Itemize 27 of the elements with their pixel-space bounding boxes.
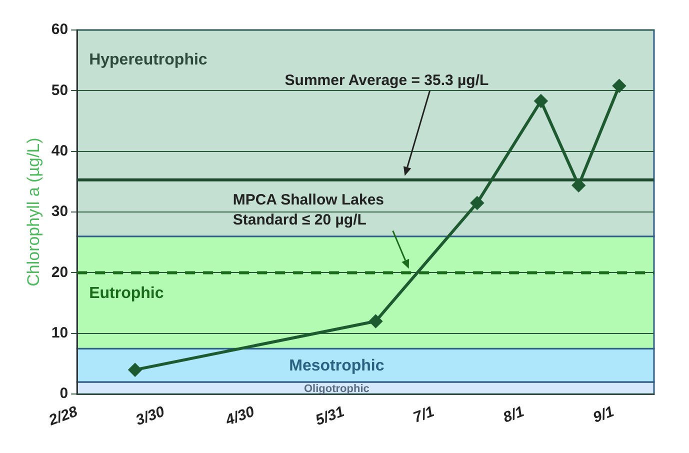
- point: [369, 314, 382, 328]
- y-tick-label: 40: [51, 142, 68, 160]
- band-label: Eutrophic: [89, 284, 164, 302]
- band-label: Hypereutrophic: [89, 51, 208, 68]
- y-tick-label: 60: [51, 21, 68, 38]
- ref-line-label: MPCA Shallow Lakes Standard ≤ 20 µg/L: [232, 192, 384, 229]
- band-label: Oligotrophic: [304, 383, 370, 396]
- x-tick-label: 8/1: [500, 403, 526, 426]
- y-tick-label: 50: [51, 82, 68, 99]
- x-tick-label: 5/31: [313, 403, 347, 430]
- x-tick-label: 4/30: [222, 403, 258, 430]
- x-tick-label: 9/1: [590, 403, 616, 426]
- point: [470, 196, 484, 210]
- band-label: Mesotrophic: [289, 358, 384, 375]
- x-tick-label: 2/28: [46, 403, 80, 430]
- y-tick-label: 20: [51, 264, 68, 281]
- y-tick-label: 30: [51, 203, 68, 220]
- point: [128, 363, 142, 376]
- y-tick-label: 0: [60, 385, 68, 402]
- x-tick-label: 7/1: [411, 403, 436, 426]
- ref-line-label: Summer Average = 35.3 µg/L: [284, 72, 489, 89]
- point: [612, 79, 626, 92]
- y-tick-label: 10: [51, 324, 68, 342]
- y-axis-title: Chlorophyll a (µg/L): [24, 138, 43, 286]
- point: [572, 178, 586, 192]
- point: [534, 94, 548, 108]
- x-tick-label: 3/30: [134, 403, 168, 430]
